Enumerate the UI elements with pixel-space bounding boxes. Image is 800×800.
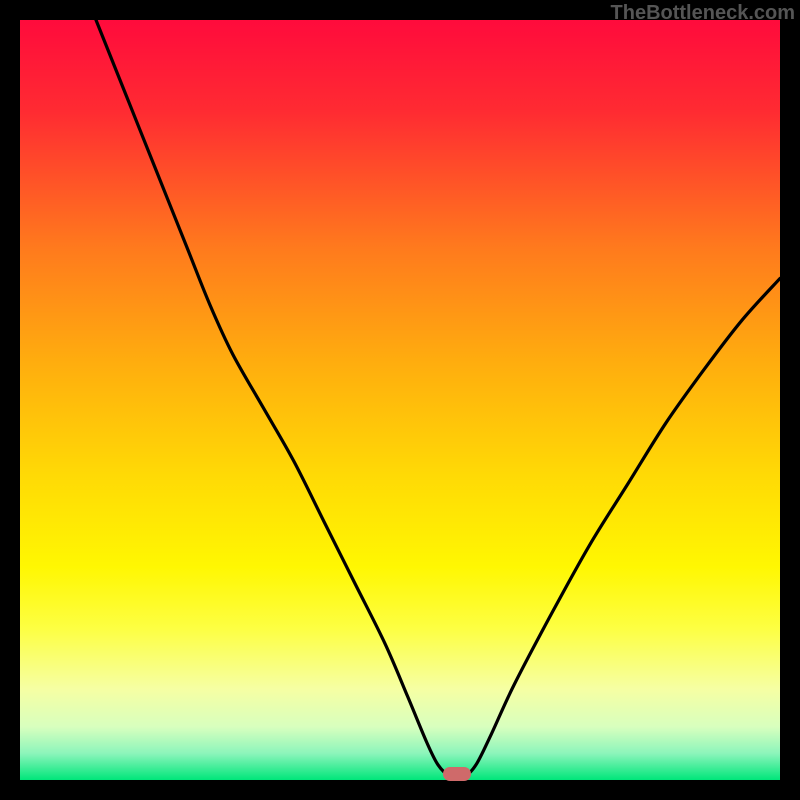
attribution-label: TheBottleneck.com [611, 2, 795, 25]
optimal-marker [443, 767, 470, 781]
bottleneck-curve [20, 20, 780, 780]
chart-frame: TheBottleneck.com [0, 0, 800, 800]
plot-area [20, 20, 780, 780]
